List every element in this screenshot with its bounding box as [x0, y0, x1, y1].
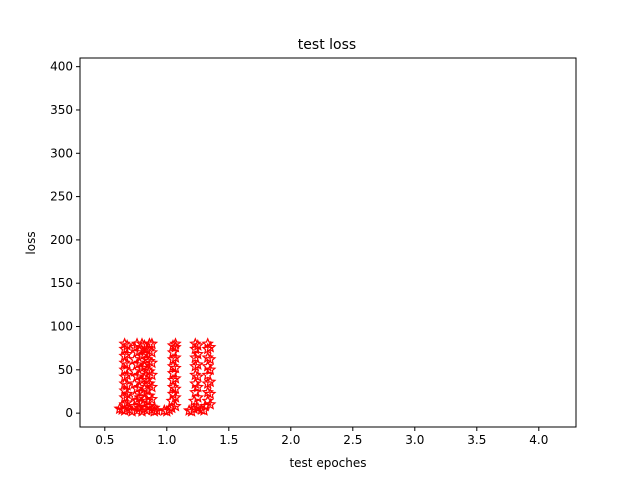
data-point	[145, 380, 159, 393]
data-point	[128, 389, 141, 402]
data-point	[145, 337, 159, 350]
data-point	[135, 396, 149, 409]
data-point	[187, 402, 201, 415]
data-point	[140, 384, 154, 396]
data-point	[118, 342, 131, 355]
data-point	[120, 387, 134, 400]
data-point	[169, 399, 182, 412]
y-axis-ticks: 0 50 100 150 200 250 300 350 400	[50, 60, 80, 420]
plot-area	[79, 57, 577, 428]
data-point	[135, 404, 149, 417]
x-axis-ticks: 0.5 1.0 1.5 2.0 2.5 3.0 3.5 4.0	[95, 427, 548, 447]
data-point	[120, 358, 134, 370]
data-point	[189, 342, 202, 355]
x-tick-label: 2.5	[343, 433, 362, 447]
y-tick-label: 50	[58, 363, 73, 377]
data-point	[203, 397, 217, 410]
y-tick-label: 350	[50, 103, 73, 117]
data-point	[203, 363, 217, 376]
data-point	[203, 352, 217, 365]
data-point	[145, 392, 159, 405]
data-point	[135, 385, 149, 398]
data-point	[203, 387, 217, 400]
data-point	[145, 368, 159, 381]
data-point	[133, 380, 146, 393]
data-point	[120, 347, 134, 360]
data-point	[203, 375, 217, 388]
x-axis-label: test epoches	[289, 456, 366, 470]
x-tick-label: 3.0	[405, 433, 424, 447]
data-point	[165, 401, 179, 414]
data-point	[120, 368, 134, 381]
data-point	[191, 390, 205, 403]
data-point	[169, 382, 182, 395]
data-point	[169, 390, 182, 403]
y-tick-label: 100	[50, 320, 73, 334]
y-tick-label: 200	[50, 233, 73, 247]
x-tick-label: 4.0	[529, 433, 548, 447]
x-tick-label: 0.5	[95, 433, 114, 447]
data-point	[189, 351, 202, 364]
x-tick-label: 2.0	[281, 433, 300, 447]
y-axis-label: loss	[24, 231, 38, 254]
y-tick-label: 400	[50, 60, 73, 74]
y-tick-label: 250	[50, 190, 73, 204]
data-point	[120, 396, 134, 409]
data-points	[113, 337, 217, 417]
chart-title: test loss	[298, 37, 356, 53]
data-point	[169, 351, 182, 364]
data-point	[130, 394, 144, 407]
data-point	[191, 358, 205, 370]
data-point	[169, 361, 182, 374]
data-point	[203, 340, 217, 353]
data-point	[120, 339, 134, 351]
data-point	[169, 371, 182, 384]
y-tick-label: 150	[50, 276, 73, 290]
data-point	[191, 380, 205, 393]
data-point	[191, 339, 205, 351]
data-point	[145, 356, 159, 369]
data-point	[118, 390, 131, 403]
x-tick-label: 3.5	[467, 433, 486, 447]
data-point	[191, 347, 205, 360]
y-tick-label: 300	[50, 146, 73, 160]
data-point	[169, 337, 182, 350]
data-point	[191, 370, 205, 383]
x-tick-label: 1.0	[157, 433, 176, 447]
data-point	[145, 345, 159, 358]
data-point	[169, 340, 182, 353]
data-point	[120, 378, 134, 391]
x-tick-label: 1.5	[219, 433, 238, 447]
y-tick-label: 0	[65, 406, 73, 420]
